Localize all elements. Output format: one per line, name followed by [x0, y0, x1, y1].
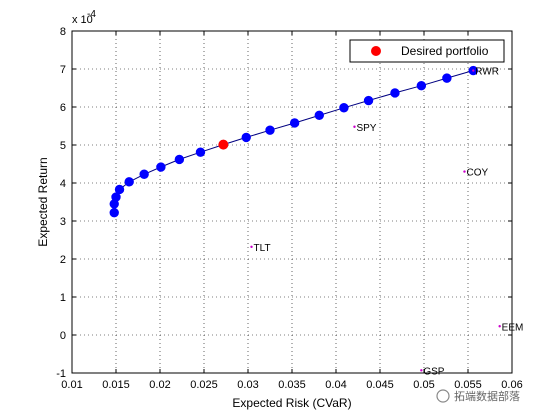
grid-lines	[72, 31, 512, 373]
asset-point	[250, 245, 253, 249]
x-tick-label: 0.015	[102, 379, 130, 391]
y-tick-labels: -1 0 1 2 3 4 5 6 7 8	[56, 26, 66, 380]
frontier-point	[111, 192, 121, 202]
y-exponent-power: -4	[87, 9, 96, 20]
asset-label: SPY	[356, 123, 376, 134]
y-tick-label: 4	[60, 178, 66, 190]
frontier-point	[241, 132, 251, 143]
axis-ticks	[71, 30, 513, 374]
frontier-point	[139, 169, 149, 179]
x-tick-label: 0.02	[149, 379, 170, 391]
asset-point	[498, 325, 501, 328]
legend: Desired portfolio	[349, 39, 505, 63]
y-tick-label: 7	[60, 64, 66, 76]
frontier-points-group	[109, 65, 478, 218]
watermark-text: 拓端数据部落	[454, 389, 520, 403]
y-tick-label: -1	[56, 368, 66, 380]
asset-point	[420, 369, 423, 372]
asset-label: COY	[466, 168, 488, 179]
asset-label: GSP	[423, 366, 444, 377]
frontier-point	[363, 95, 374, 106]
desired-portfolio-point	[218, 139, 229, 150]
x-tick-label: 0.045	[366, 379, 394, 391]
watermark: 拓端数据部落	[436, 389, 520, 403]
watermark-logo	[436, 389, 450, 403]
frontier-point	[390, 88, 400, 98]
x-tick-label: 0.05	[413, 379, 434, 391]
y-tick-label: 1	[60, 292, 66, 304]
x-tick-label: 0.01	[61, 379, 82, 391]
x-tick-label: 0.06	[501, 379, 522, 391]
asset-label: EEM	[502, 322, 524, 333]
frontier-point	[265, 125, 275, 135]
asset-point	[463, 170, 466, 173]
frontier-point	[442, 73, 452, 83]
frontier-point	[124, 177, 134, 187]
y-axis-label: Expected Return	[36, 157, 50, 246]
asset-label: TLT	[254, 243, 271, 254]
x-tick-label: 0.025	[190, 379, 218, 391]
asset-point	[353, 125, 356, 128]
legend-label: Desired portfolio	[401, 44, 489, 58]
x-tick-label: 0.03	[237, 379, 258, 391]
frontier-point	[174, 154, 185, 165]
y-tick-label: 3	[60, 216, 66, 228]
frontier-point	[289, 118, 300, 128]
x-tick-label: 0.035	[278, 379, 306, 391]
frontier-point	[195, 147, 206, 157]
x-tick-label: 0.055	[454, 379, 482, 391]
frontier-point	[416, 81, 427, 91]
y-tick-label: 8	[60, 26, 66, 38]
x-tick-label: 0.04	[325, 379, 346, 391]
asset-point	[472, 69, 475, 72]
legend-box	[349, 39, 505, 63]
frontier-point	[339, 103, 349, 113]
y-tick-label: 2	[60, 254, 66, 266]
desired-point-group	[218, 139, 229, 150]
asset-label: RWR	[475, 67, 499, 78]
frontier-point	[114, 184, 125, 195]
y-tick-label: 0	[60, 330, 66, 342]
y-tick-label: 5	[60, 140, 66, 152]
legend-marker	[371, 46, 381, 56]
frontier-point	[109, 207, 119, 218]
x-axis-label: Expected Risk (CVaR)	[232, 396, 351, 410]
y-exponent-base: x 10	[72, 14, 93, 26]
asset-points-group: RWR SPY COY TLT EEM GSP	[250, 67, 524, 377]
frontier-point	[156, 162, 166, 172]
x-tick-labels: 0.01 0.015 0.02 0.025 0.03 0.035 0.04 0.045 0.05…	[61, 379, 522, 391]
y-tick-label: 6	[60, 102, 66, 114]
frontier-point	[314, 110, 324, 121]
